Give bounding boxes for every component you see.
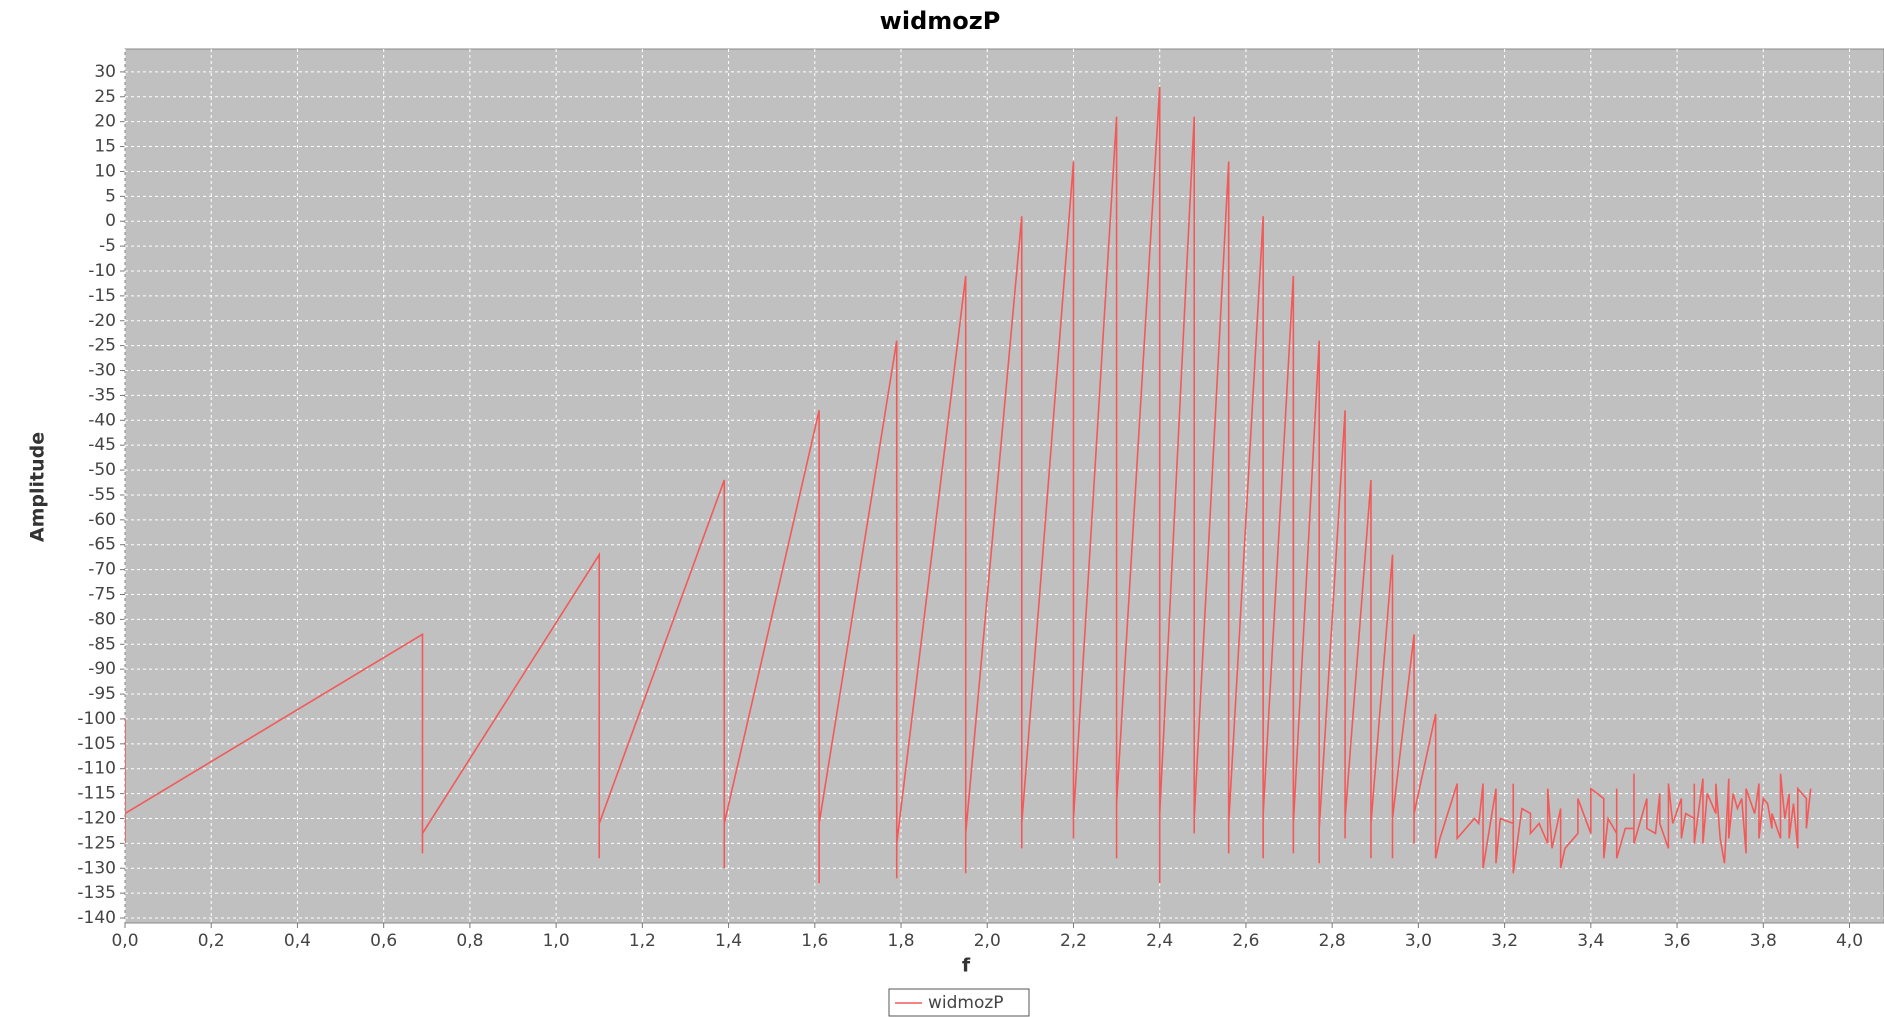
y-tick-label: 30 [94, 62, 116, 82]
y-tick-label: -105 [77, 734, 116, 754]
x-tick-label: 0,4 [284, 931, 311, 951]
x-tick-label: 1,6 [801, 931, 828, 951]
y-tick-label: -110 [77, 759, 116, 779]
y-tick-label: -130 [77, 858, 116, 878]
y-tick-label: -50 [88, 460, 116, 480]
y-tick-label: 20 [94, 112, 116, 132]
x-tick-label: 3,2 [1491, 931, 1518, 951]
y-tick-label: 10 [94, 161, 116, 181]
y-tick-label: 15 [94, 137, 116, 157]
x-tick-label: 0,0 [111, 931, 138, 951]
y-tick-label: -85 [88, 634, 116, 654]
y-tick-label: 25 [94, 87, 116, 107]
chart-title: widmozP [880, 7, 1001, 35]
x-tick-label: 1,0 [543, 931, 570, 951]
y-tick-label: -20 [88, 311, 116, 331]
y-tick-label: -135 [77, 883, 116, 903]
x-tick-label: 2,8 [1319, 931, 1346, 951]
y-tick-label: -95 [88, 684, 116, 704]
x-tick-label: 0,6 [370, 931, 397, 951]
x-tick-label: 0,2 [198, 931, 225, 951]
x-tick-label: 2,2 [1060, 931, 1087, 951]
y-tick-label: -25 [88, 336, 116, 356]
x-tick-label: 1,8 [888, 931, 915, 951]
y-tick-label: -90 [88, 659, 116, 679]
y-tick-label: 5 [105, 186, 116, 206]
x-tick-label: 3,6 [1664, 931, 1691, 951]
x-tick-label: 3,4 [1577, 931, 1604, 951]
plot-clip [125, 86, 1812, 884]
y-tick-label: -100 [77, 709, 116, 729]
x-tick-label: 1,4 [715, 931, 742, 951]
x-axis-label: f [962, 955, 971, 977]
y-tick-label: 0 [105, 211, 116, 231]
x-tick-label: 2,6 [1232, 931, 1259, 951]
x-tick-label: 2,4 [1146, 931, 1173, 951]
y-tick-label: -65 [88, 535, 116, 555]
y-tick-label: -40 [88, 410, 116, 430]
y-tick-label: -45 [88, 435, 116, 455]
x-tick-label: 3,0 [1405, 931, 1432, 951]
y-tick-label: -75 [88, 585, 116, 605]
y-tick-label: -30 [88, 361, 116, 381]
y-tick-label: -125 [77, 833, 116, 853]
legend-label: widmozP [928, 993, 1004, 1013]
y-tick-label: -5 [99, 236, 116, 256]
y-tick-label: -120 [77, 808, 116, 828]
y-tick-label: -10 [88, 261, 116, 281]
x-tick-label: 3,8 [1750, 931, 1777, 951]
x-tick-label: 4,0 [1836, 931, 1863, 951]
y-tick-label: -70 [88, 560, 116, 580]
data-line [125, 86, 1812, 884]
x-tick-label: 0,8 [456, 931, 483, 951]
y-tick-label: -140 [77, 908, 116, 928]
y-tick-label: -80 [88, 609, 116, 629]
y-tick-label: -60 [88, 510, 116, 530]
x-tick-label: 1,2 [629, 931, 656, 951]
plot-area [124, 48, 1884, 924]
y-tick-label: -55 [88, 485, 116, 505]
y-tick-label: -15 [88, 286, 116, 306]
y-tick-label: -115 [77, 784, 116, 804]
y-axis-label: Amplitude [27, 432, 49, 542]
x-tick-label: 2,0 [974, 931, 1001, 951]
y-tick-label: -35 [88, 385, 116, 405]
